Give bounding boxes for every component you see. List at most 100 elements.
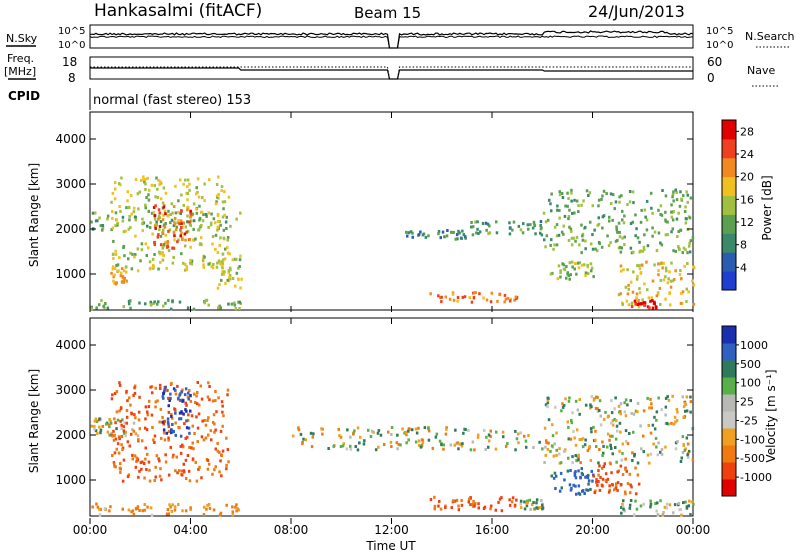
nave-trace <box>90 66 693 80</box>
range-cell <box>545 439 548 443</box>
range-cell <box>153 434 157 438</box>
range-cell <box>118 205 121 208</box>
range-cell <box>191 238 195 242</box>
range-cell <box>139 259 142 263</box>
range-cell <box>186 220 189 224</box>
range-cell <box>143 180 146 184</box>
range-cell <box>154 386 157 390</box>
range-cell <box>508 221 511 225</box>
range-cell <box>217 196 220 200</box>
range-cell <box>170 202 173 206</box>
range-cell <box>120 435 123 439</box>
range-cell <box>299 432 303 436</box>
range-cell <box>620 246 623 250</box>
range-cell <box>199 236 203 240</box>
range-cell <box>121 215 125 219</box>
range-cell <box>571 455 574 459</box>
range-cell <box>358 441 361 445</box>
range-cell <box>514 448 517 452</box>
range-cell <box>118 437 121 441</box>
range-cell <box>566 469 570 473</box>
range-cell <box>198 465 201 469</box>
range-cell <box>213 221 217 225</box>
x-tick-label: 04:00 <box>173 523 208 537</box>
range-cell <box>169 213 172 216</box>
range-cell <box>115 390 119 393</box>
range-cell <box>554 487 557 490</box>
range-cell <box>226 448 230 452</box>
range-cell <box>146 413 149 417</box>
range-cell <box>625 469 628 473</box>
range-cell <box>678 273 682 277</box>
range-cell <box>682 443 685 447</box>
range-cell <box>636 303 640 307</box>
range-cell <box>658 286 662 290</box>
range-cell <box>105 422 108 426</box>
range-cell <box>535 501 538 505</box>
range-cell <box>231 277 235 280</box>
range-cell <box>217 175 220 179</box>
range-cell <box>578 412 581 416</box>
range-cell <box>98 216 101 220</box>
range-cell <box>620 194 623 198</box>
nsearch-trace <box>89 35 694 49</box>
range-cell <box>684 205 687 209</box>
range-cell <box>656 501 659 505</box>
range-cell <box>127 473 131 477</box>
range-cell <box>121 219 125 223</box>
range-cell <box>186 198 189 202</box>
range-cell <box>151 391 154 395</box>
range-cell <box>124 434 127 438</box>
range-cell <box>692 283 696 287</box>
range-cell <box>597 216 600 220</box>
range-cell <box>681 290 685 294</box>
range-cell <box>538 506 541 509</box>
range-cell <box>170 413 173 416</box>
range-cell <box>91 505 94 509</box>
range-cell <box>671 227 674 231</box>
range-cell <box>189 508 192 511</box>
range-cell <box>235 271 239 275</box>
range-cell <box>158 225 162 228</box>
range-cell <box>167 430 171 433</box>
range-cell <box>555 223 559 227</box>
range-cell <box>553 471 557 475</box>
range-cell <box>183 244 187 248</box>
range-cell <box>142 175 145 179</box>
range-cell <box>685 287 688 291</box>
range-cell <box>200 397 204 401</box>
range-cell <box>113 451 117 455</box>
colorbar-tick-label: -25 <box>740 414 758 427</box>
range-cell <box>551 271 554 275</box>
range-cell <box>613 207 616 211</box>
colorbar-tick-label: 500 <box>740 358 761 371</box>
range-cell <box>108 418 111 421</box>
range-cell <box>646 244 650 248</box>
range-cell <box>150 513 154 517</box>
range-cell <box>210 265 213 269</box>
range-cell <box>90 220 93 224</box>
range-cell <box>688 241 691 245</box>
range-cell <box>195 211 199 215</box>
range-cell <box>170 416 174 420</box>
range-cell <box>177 426 180 429</box>
range-cell <box>684 248 687 252</box>
range-cell <box>575 492 578 496</box>
range-cell <box>370 429 374 433</box>
range-cell <box>141 222 144 226</box>
range-cell <box>636 461 640 465</box>
range-cell <box>126 190 129 194</box>
range-cell <box>349 444 352 448</box>
range-cell <box>312 432 315 436</box>
range-cell <box>98 513 102 517</box>
range-cell <box>487 232 490 236</box>
range-cell <box>144 417 147 421</box>
colorbar-frame <box>721 119 737 291</box>
range-cell <box>189 258 192 262</box>
range-cell <box>454 237 457 241</box>
range-cell <box>570 191 573 195</box>
range-cell <box>636 473 640 477</box>
range-cell <box>568 261 572 265</box>
range-cell <box>489 434 492 438</box>
range-cell <box>182 221 186 225</box>
